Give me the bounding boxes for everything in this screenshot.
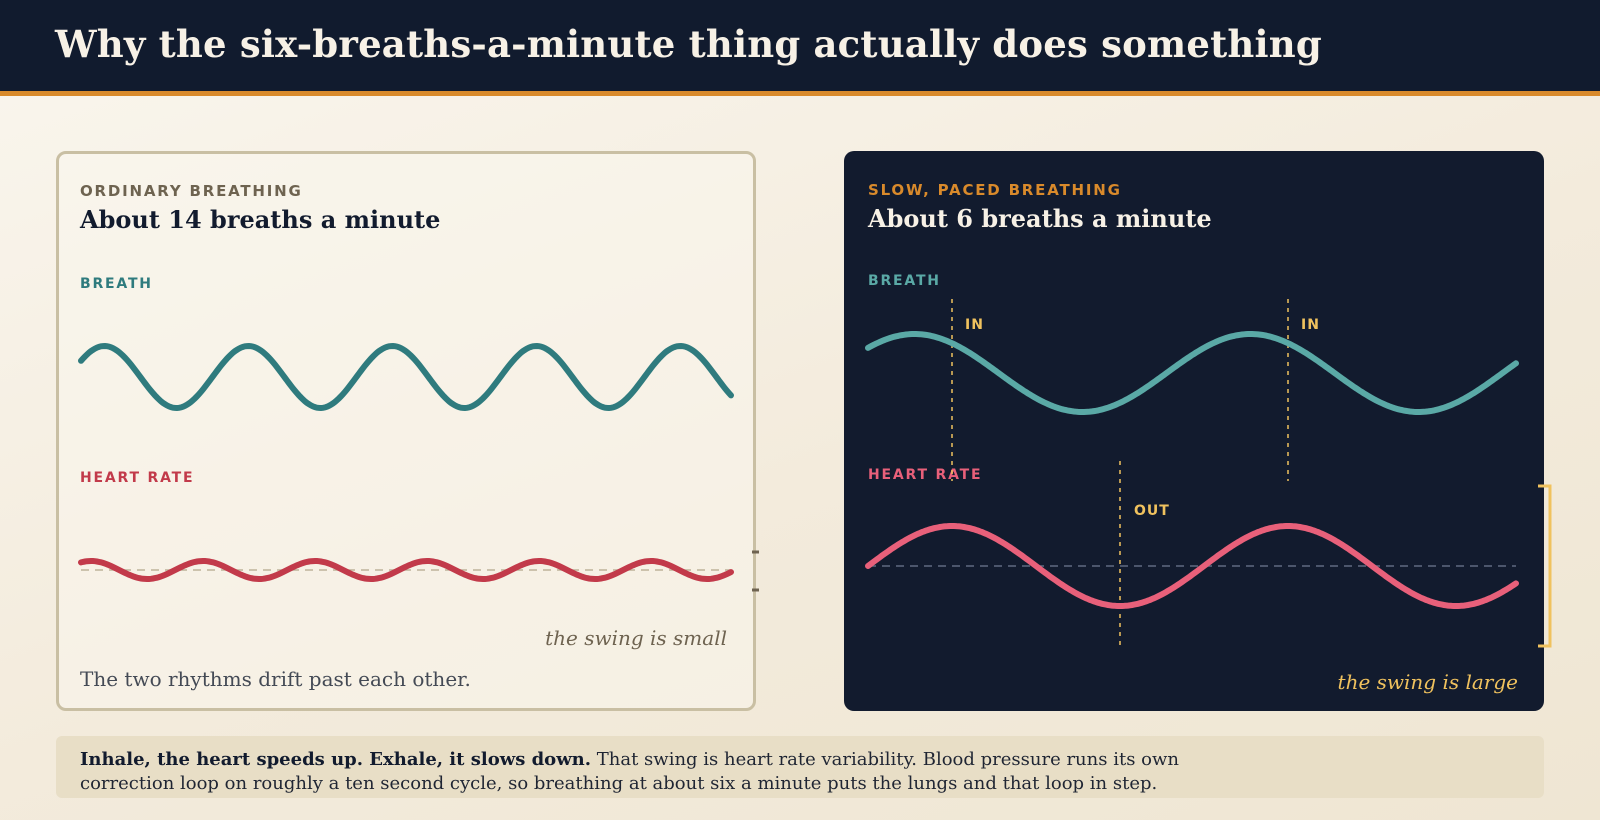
paced-waves	[865, 299, 1519, 645]
swing-note: the swing is large	[1337, 670, 1518, 694]
panel-title: About 14 breaths a minute	[80, 205, 441, 234]
panel-title: About 6 breaths a minute	[868, 204, 1212, 233]
panel-description: The two rhythms drift past each other.	[80, 667, 471, 691]
footer-lead: Inhale, the heart speeds up. Exhale, it …	[80, 749, 592, 770]
breath-label: BREATH	[80, 276, 153, 292]
heart-rate-label: HEART RATE	[80, 470, 195, 486]
exhale-marker-label: OUT	[1134, 503, 1170, 519]
page-title: Why the six-breaths-a-minute thing actua…	[55, 22, 1322, 66]
inhale-marker-label: IN	[965, 317, 984, 333]
swing-note: the swing is small	[545, 626, 727, 650]
panel-kicker: ORDINARY BREATHING	[80, 182, 303, 200]
panel-kicker: SLOW, PACED BREATHING	[868, 181, 1122, 199]
inhale-marker-label: IN	[1301, 317, 1320, 333]
small-swing-bracket	[752, 550, 759, 592]
breath-wave	[78, 342, 734, 412]
footer-body-line2: correction loop on roughly a ten second …	[80, 773, 1158, 794]
header-bar: Why the six-breaths-a-minute thing actua…	[0, 0, 1600, 96]
ordinary-waves	[78, 342, 759, 592]
breath-wave	[865, 331, 1519, 415]
explanation-footer: Inhale, the heart speeds up. Exhale, it …	[56, 736, 1544, 798]
heart-rate-wave	[865, 523, 1519, 609]
footer-body-line1: That swing is heart rate variability. Bl…	[591, 749, 1179, 770]
breath-label: BREATH	[868, 273, 941, 289]
paced-breathing-panel: SLOW, PACED BREATHING About 6 breaths a …	[844, 151, 1544, 711]
ordinary-breathing-panel: ORDINARY BREATHING About 14 breaths a mi…	[56, 151, 759, 711]
heart-rate-wave	[78, 558, 734, 582]
